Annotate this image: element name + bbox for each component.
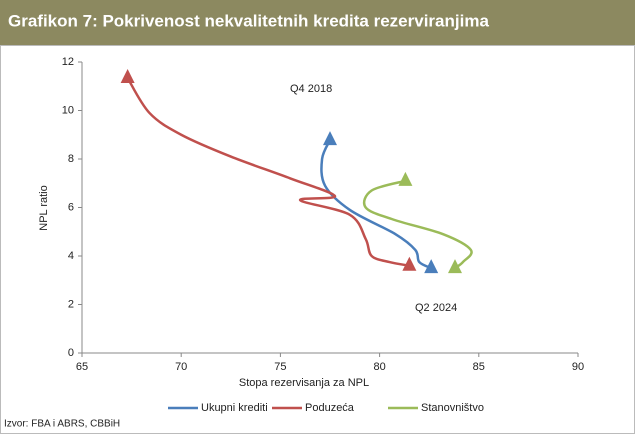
y-tick-label: 0: [68, 347, 74, 359]
marker: [402, 256, 417, 271]
annotation: Q4 2018: [290, 83, 332, 95]
annotation: Q2 2024: [415, 302, 457, 314]
marker: [120, 69, 135, 84]
y-tick-label: 8: [68, 153, 74, 165]
title-bar: [0, 0, 635, 45]
y-tick-label: 12: [62, 56, 74, 68]
marker: [323, 131, 337, 146]
x-tick-label: 70: [175, 361, 187, 373]
y-axis-label: NPL ratio: [38, 185, 50, 230]
marker: [398, 171, 413, 186]
chart-title: Grafikon 7: Pokrivenost nekvalitetnih kr…: [8, 11, 489, 30]
x-tick-label: 65: [76, 361, 88, 373]
legend-label: Poduzeća: [305, 402, 355, 414]
series-line: [126, 77, 410, 267]
legend-label: Stanovništvo: [421, 402, 484, 414]
y-tick-label: 4: [68, 250, 74, 262]
source: Izvor: FBA i ABRS, CBBiH: [4, 419, 120, 430]
marker: [424, 259, 439, 274]
x-tick-label: 90: [572, 361, 584, 373]
x-tick-label: 85: [473, 361, 485, 373]
y-tick-label: 2: [68, 298, 74, 310]
frame: [0, 45, 635, 434]
series-line: [362, 179, 473, 270]
x-tick-label: 80: [373, 361, 385, 373]
legend-label: Ukupni krediti: [201, 402, 268, 414]
marker: [447, 259, 462, 274]
x-axis-label: Stopa rezervisanja za NPL: [239, 377, 369, 389]
x-tick-label: 75: [274, 361, 286, 373]
y-tick-label: 10: [62, 104, 74, 116]
y-tick-label: 6: [68, 201, 74, 213]
series-line: [320, 139, 432, 270]
